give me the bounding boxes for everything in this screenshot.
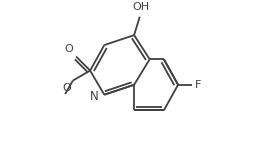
- Text: OH: OH: [133, 2, 150, 12]
- Text: O: O: [63, 83, 72, 93]
- Text: O: O: [65, 44, 73, 54]
- Text: N: N: [90, 90, 99, 103]
- Text: F: F: [194, 80, 201, 90]
